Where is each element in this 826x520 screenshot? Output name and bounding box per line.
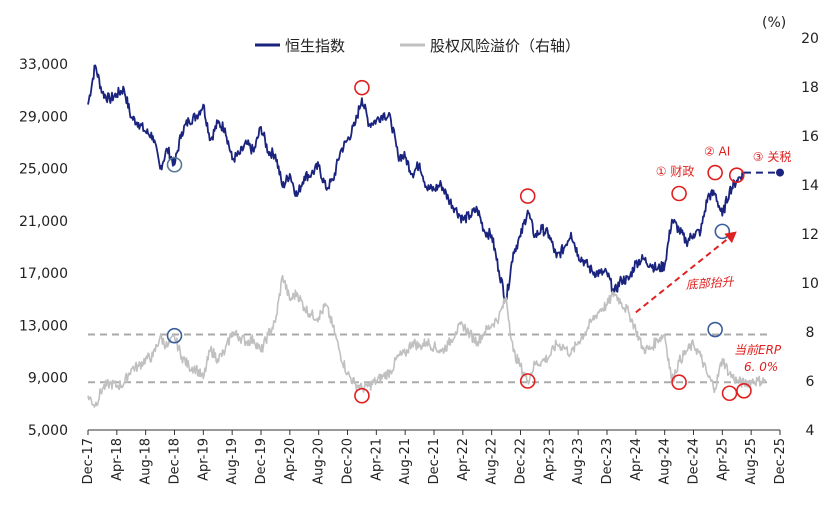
- annotation-tariff: ③ 关税: [753, 150, 792, 164]
- y-right-tick-label: 8: [806, 325, 815, 341]
- highlight-circle-marker: [354, 79, 370, 96]
- x-tick-label: Dec-17: [81, 438, 96, 484]
- y-left-tick-label: 29,000: [19, 109, 68, 125]
- annotation-ai: ② AI: [704, 145, 730, 159]
- x-tick-label: Apr-21: [369, 438, 384, 481]
- hsi-series-line: [87, 64, 745, 302]
- annotation-current-erp: 当前ERP: [734, 343, 782, 357]
- highlight-circle-marker: [166, 327, 183, 344]
- y-right-unit-label: (%): [762, 15, 786, 31]
- highlight-circle-marker: [354, 387, 370, 404]
- y-right-tick-label: 12: [801, 227, 819, 243]
- y-right-tick-label: 6: [806, 374, 815, 390]
- highlight-circle-marker: [707, 164, 723, 181]
- y-left-tick-label: 17,000: [19, 266, 68, 282]
- x-tick-label: Aug-25: [744, 438, 759, 485]
- x-tick-label: Aug-20: [312, 438, 327, 485]
- x-tick-label: Aug-22: [485, 438, 500, 485]
- x-tick-label: Apr-20: [283, 438, 298, 481]
- x-tick-label: Apr-24: [629, 438, 644, 481]
- x-tick-label: Dec-20: [341, 438, 356, 484]
- highlight-circle-marker: [721, 385, 738, 402]
- x-tick-label: Dec-21: [427, 438, 442, 484]
- highlight-circle-marker: [671, 374, 687, 391]
- x-tick-label: Dec-19: [254, 438, 269, 484]
- legend-erp-label: 股权风险溢价（右轴）: [430, 37, 580, 55]
- y-left-tick-label: 25,000: [19, 162, 68, 178]
- x-tick-label: Aug-21: [398, 438, 413, 485]
- x-tick-label: Aug-24: [658, 438, 673, 485]
- x-tick-label: Aug-18: [139, 438, 154, 485]
- x-tick-label: Apr-22: [456, 438, 471, 481]
- y-left-tick-label: 21,000: [19, 214, 68, 230]
- highlight-circle-marker: [707, 321, 723, 338]
- x-tick-label: Aug-23: [571, 438, 586, 485]
- y-left-tick-label: 13,000: [19, 318, 68, 334]
- y-right-tick-label: 10: [801, 276, 819, 292]
- x-tick-label: Dec-24: [687, 438, 702, 484]
- highlight-circle-marker: [714, 223, 731, 240]
- highlight-circle-marker: [519, 188, 536, 204]
- y-left-tick-label: 5,000: [28, 423, 68, 439]
- highlight-circle-marker: [671, 185, 687, 202]
- erp-series-line: [87, 274, 767, 408]
- y-right-tick-label: 4: [806, 423, 815, 439]
- x-tick-label: Dec-23: [600, 438, 615, 484]
- annotation-bottom-rising: 底部抬升: [685, 275, 735, 292]
- annotation-current-erp-value: 6. 0%: [744, 360, 778, 374]
- x-tick-label: Dec-18: [168, 438, 183, 484]
- x-tick-label: Dec-25: [773, 438, 788, 484]
- legend-hsi-label: 恒生指数: [285, 37, 345, 55]
- x-tick-label: Aug-19: [225, 438, 240, 485]
- x-tick-label: Dec-22: [514, 438, 529, 484]
- annotation-fiscal: ① 财政: [656, 164, 695, 178]
- hsi-endpoint-dot: [776, 168, 784, 177]
- bottom-rising-arrow-line: [635, 230, 738, 314]
- y-right-tick-label: 20: [801, 31, 819, 47]
- highlight-circle-marker: [728, 167, 745, 183]
- y-right-tick-label: 16: [801, 129, 819, 145]
- y-left-tick-label: 33,000: [19, 57, 68, 73]
- bottom-rising-arrowhead: [724, 231, 737, 244]
- highlight-circle-marker: [736, 382, 752, 399]
- y-right-tick-label: 18: [801, 80, 819, 96]
- x-tick-label: Apr-23: [542, 438, 557, 481]
- x-tick-label: Apr-25: [715, 438, 730, 481]
- highlight-circle-marker: [166, 156, 183, 173]
- x-tick-label: Apr-18: [110, 438, 125, 481]
- y-left-tick-label: 9,000: [28, 371, 68, 387]
- y-right-tick-label: 14: [801, 178, 819, 194]
- x-tick-label: Apr-19: [196, 438, 211, 481]
- highlight-circle-marker: [519, 373, 536, 389]
